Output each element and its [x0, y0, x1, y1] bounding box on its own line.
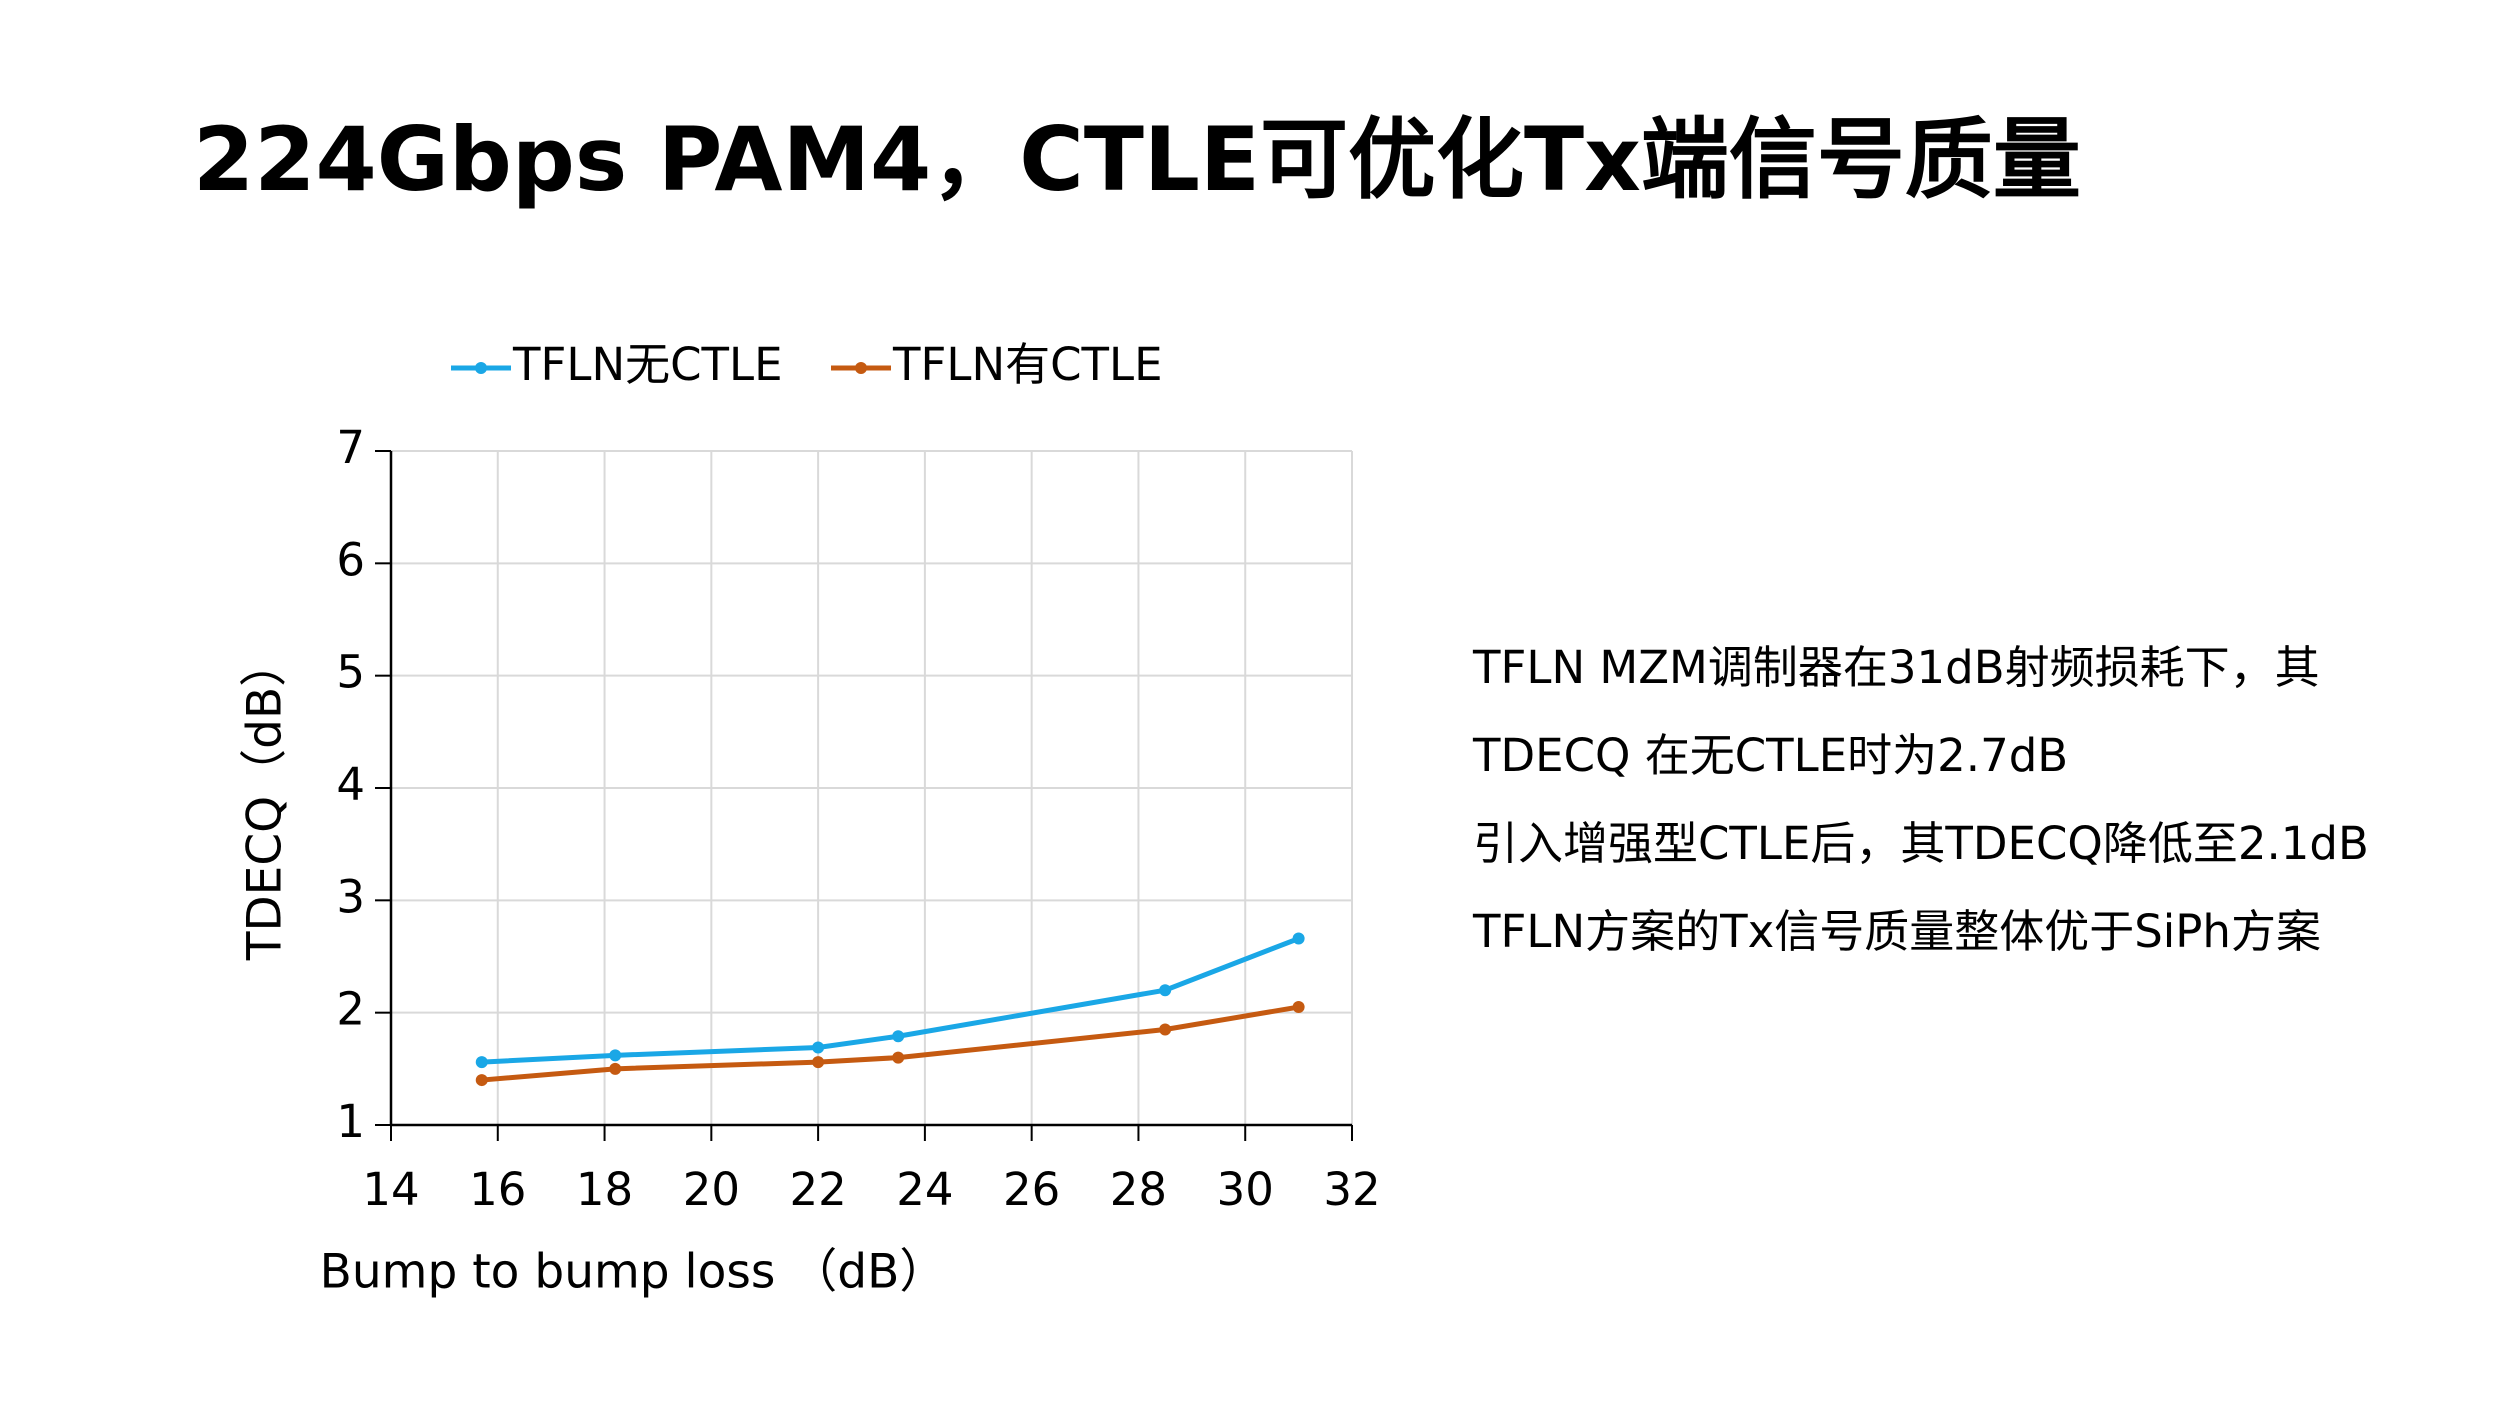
y-tick-label: 4: [336, 758, 365, 811]
data-point: [1159, 984, 1172, 997]
note-line: TFLN MZM调制器在31dB射频损耗下，其: [1472, 641, 2320, 694]
data-point: [1292, 1001, 1305, 1014]
data-point: [609, 1062, 622, 1075]
y-tick-label: 2: [336, 983, 365, 1036]
note-line: TFLN方案的Tx信号质量整体优于SiPh方案: [1472, 905, 2321, 958]
x-tick-label: 30: [1217, 1163, 1274, 1216]
x-tick-label: 22: [789, 1163, 846, 1216]
data-point: [812, 1056, 825, 1069]
data-point: [475, 1056, 488, 1069]
data-point: [609, 1049, 622, 1062]
y-tick-label: 3: [336, 870, 365, 923]
legend-label: TFLN有CTLE: [892, 338, 1163, 391]
note-line: TDECQ 在无CTLE时为2.7dB: [1472, 729, 2068, 782]
series-line: [481, 936, 1300, 1065]
y-tick-label: 1: [336, 1095, 365, 1148]
y-tick-label: 7: [336, 421, 365, 474]
data-point: [1292, 932, 1305, 945]
x-tick-label: 24: [896, 1163, 953, 1216]
data-point: [892, 1051, 905, 1064]
x-tick-label: 20: [683, 1163, 740, 1216]
x-tick-label: 18: [576, 1163, 633, 1216]
x-tick-label: 26: [1003, 1163, 1060, 1216]
data-point: [812, 1041, 825, 1054]
y-axis-label: TDECQ（dB）: [238, 640, 293, 962]
slide-title: 224Gbps PAM4，CTLE可优化Tx端信号质量: [193, 108, 2081, 211]
note-line: 引入增强型CTLE后，其TDECQ降低至2.1dB: [1473, 817, 2369, 870]
x-tick-label: 32: [1323, 1163, 1380, 1216]
x-axis-label: Bump to bump loss （dB）: [320, 1245, 947, 1300]
y-tick-label: 5: [336, 646, 365, 699]
legend-marker: [855, 362, 867, 374]
series-line: [481, 1004, 1300, 1083]
data-point: [892, 1030, 905, 1043]
x-tick-label: 16: [469, 1163, 526, 1216]
legend-marker: [475, 362, 487, 374]
data-point: [1159, 1023, 1172, 1036]
x-tick-label: 14: [362, 1163, 419, 1216]
y-tick-label: 6: [336, 533, 365, 586]
legend-label: TFLN无CTLE: [512, 338, 783, 391]
x-tick-label: 28: [1110, 1163, 1167, 1216]
data-point: [475, 1074, 488, 1087]
